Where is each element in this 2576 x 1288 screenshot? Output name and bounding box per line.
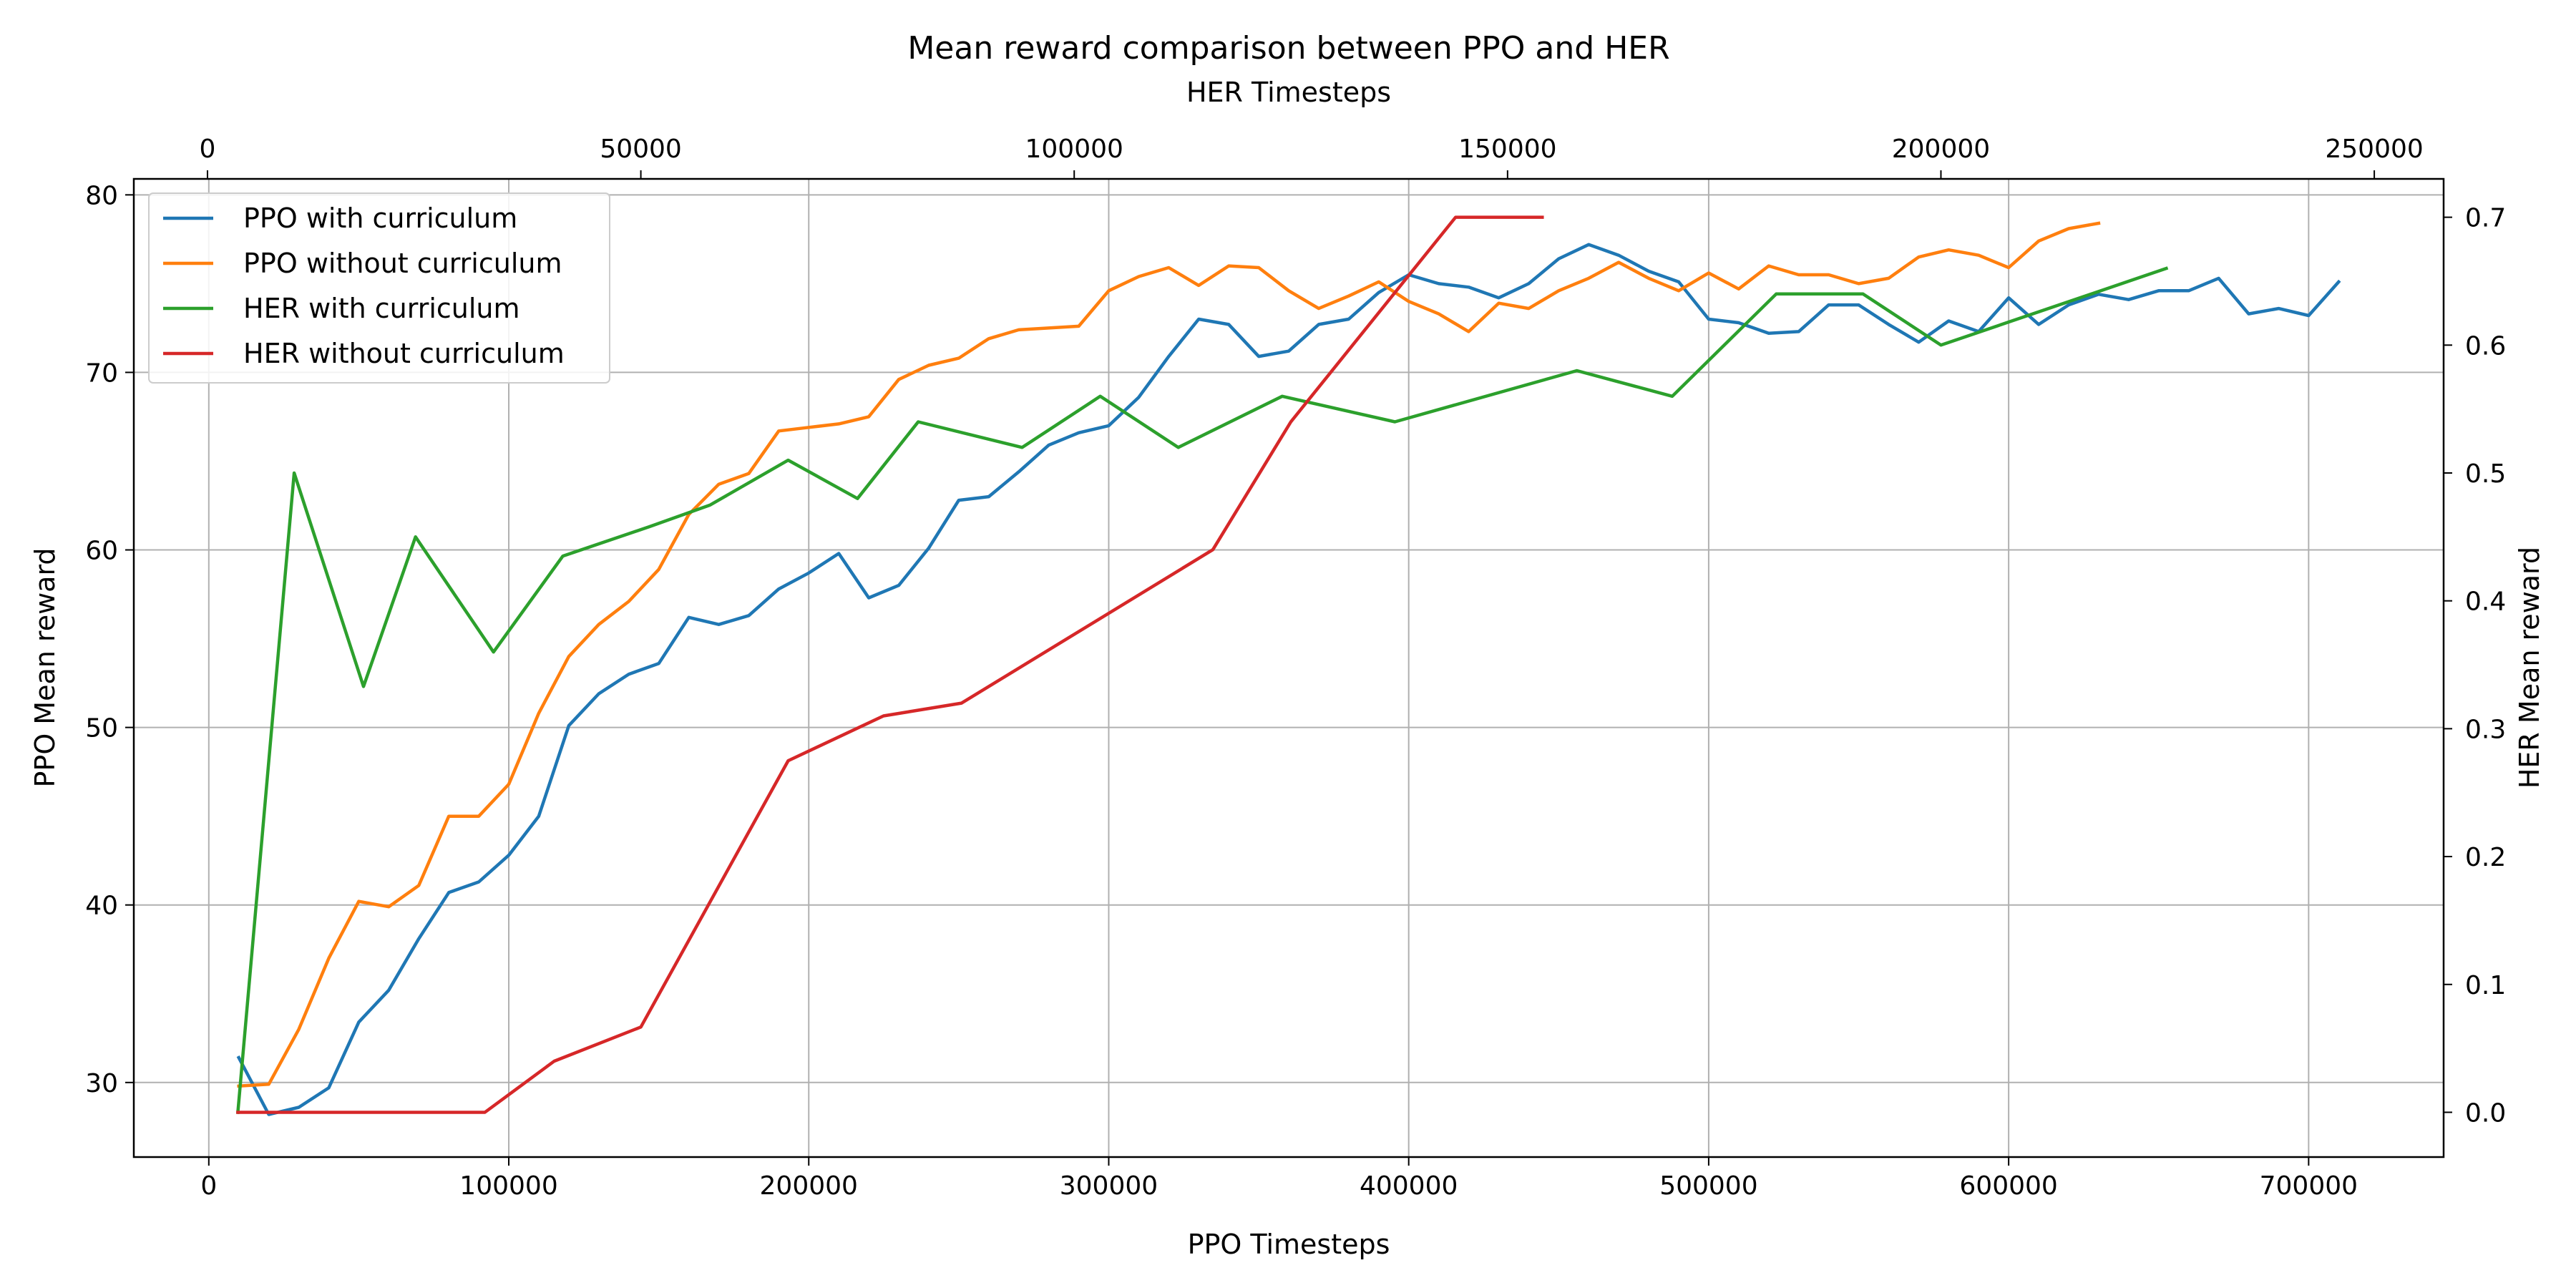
y-right-tick-label: 0.1 bbox=[2465, 971, 2506, 1000]
chart-title: Mean reward comparison between PPO and H… bbox=[907, 30, 1669, 67]
axis-ticks: 0 100000 200000 300000 400000 500000 600000 700… bbox=[85, 135, 2506, 1201]
x-top-tick-label: 250000 bbox=[2325, 135, 2423, 164]
x-top-tick-label: 100000 bbox=[1025, 135, 1123, 164]
series-line-4 bbox=[236, 215, 1544, 1114]
y-left-tick-label: 50 bbox=[85, 714, 118, 743]
series-lines bbox=[235, 215, 2341, 1116]
grid bbox=[134, 179, 2444, 1157]
x-top-tick-label: 50000 bbox=[600, 135, 682, 164]
x-axis-top-title: HER Timesteps bbox=[1186, 77, 1391, 108]
x-bottom-tick-label: 700000 bbox=[2260, 1171, 2358, 1201]
legend-label-3: HER with curriculum bbox=[243, 293, 520, 324]
x-bottom-tick-label: 200000 bbox=[760, 1171, 858, 1201]
y-axis-left-title: PPO Mean reward bbox=[29, 547, 61, 787]
legend: PPO with curriculum PPO without curriculu… bbox=[148, 192, 610, 384]
y-right-tick-label: 0.4 bbox=[2465, 587, 2506, 617]
y-right-tick-label: 0.0 bbox=[2465, 1098, 2506, 1128]
y-left-tick-label: 60 bbox=[85, 537, 118, 566]
series-line-2 bbox=[237, 221, 2101, 1088]
legend-label-1: PPO with curriculum bbox=[243, 203, 517, 234]
y-right-tick-label: 0.2 bbox=[2465, 843, 2506, 872]
y-axis-right-title: HER Mean reward bbox=[2514, 547, 2545, 789]
x-top-tick-label: 200000 bbox=[1892, 135, 1990, 164]
x-bottom-tick-label: 600000 bbox=[1959, 1171, 2057, 1201]
x-bottom-tick-label: 500000 bbox=[1659, 1171, 1757, 1201]
x-top-tick-label: 150000 bbox=[1458, 135, 1556, 164]
y-right-tick-label: 0.3 bbox=[2465, 715, 2506, 744]
y-right-tick-label: 0.6 bbox=[2465, 331, 2506, 361]
y-left-tick-label: 30 bbox=[85, 1069, 118, 1098]
x-top-tick-label: 0 bbox=[200, 135, 216, 164]
legend-label-2: PPO without curriculum bbox=[243, 248, 562, 279]
y-left-tick-label: 80 bbox=[85, 181, 118, 210]
legend-label-4: HER without curriculum bbox=[243, 338, 565, 369]
series-line-1 bbox=[236, 243, 2341, 1116]
x-bottom-tick-label: 400000 bbox=[1360, 1171, 1458, 1201]
plot-frame bbox=[132, 177, 2445, 1158]
y-right-tick-label: 0.5 bbox=[2465, 459, 2506, 489]
series-line-3 bbox=[235, 266, 2169, 1114]
x-bottom-tick-label: 0 bbox=[200, 1171, 217, 1201]
y-left-tick-label: 40 bbox=[85, 892, 118, 921]
x-axis-bottom-title: PPO Timesteps bbox=[1188, 1229, 1390, 1260]
y-right-tick-label: 0.7 bbox=[2465, 204, 2506, 233]
x-bottom-tick-label: 100000 bbox=[459, 1171, 557, 1201]
legend-box bbox=[148, 192, 610, 384]
y-left-tick-label: 70 bbox=[85, 358, 118, 388]
x-bottom-tick-label: 300000 bbox=[1060, 1171, 1158, 1201]
